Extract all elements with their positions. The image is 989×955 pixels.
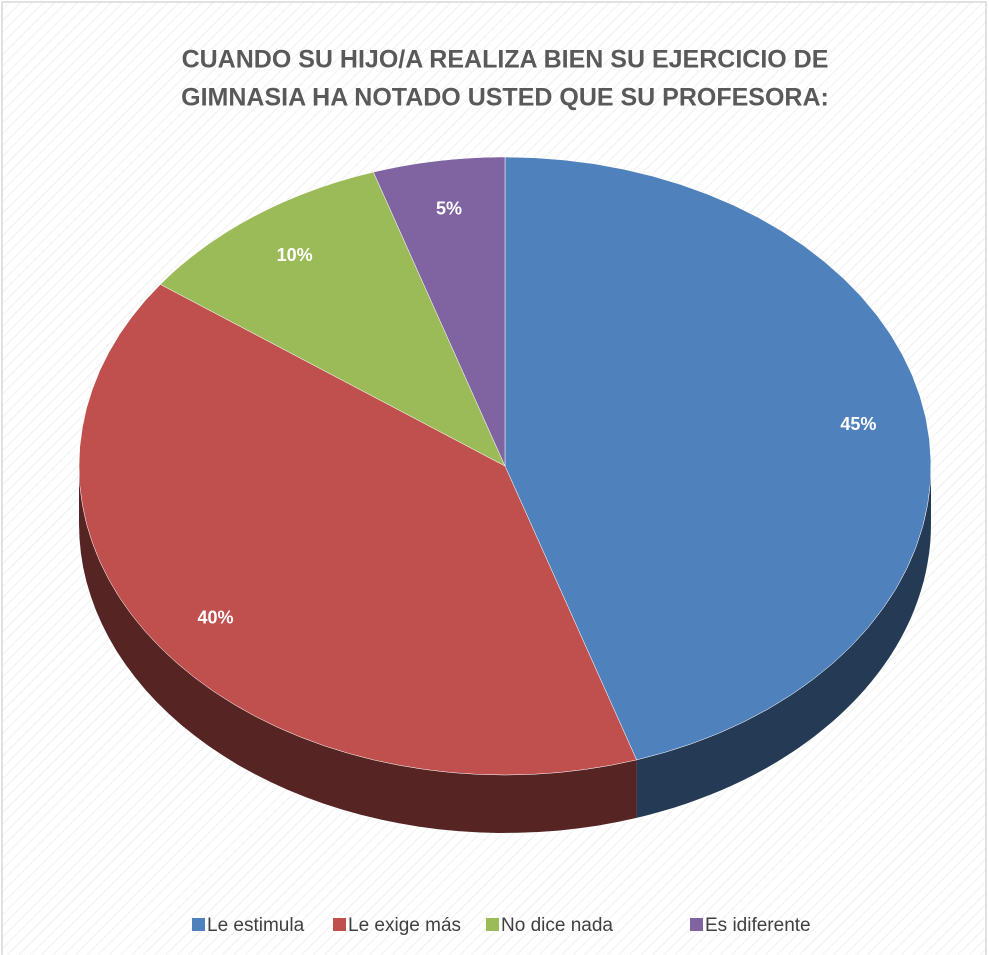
pie-slice (78, 284, 637, 776)
data-label: 5% (436, 198, 462, 218)
data-label: 10% (277, 245, 313, 265)
legend-label: Es idiferente (705, 915, 811, 936)
chart-title: CUANDO SU HIJO/A REALIZA BIEN SU EJERCIC… (182, 46, 829, 74)
pie: 45% 40% 10% 5% (78, 156, 932, 833)
legend: Le estimula Le exige más No dice nada Es id… (192, 915, 811, 936)
data-label: 45% (840, 414, 876, 434)
legend-label: Le exige más (348, 915, 461, 936)
data-label: 40% (197, 607, 233, 627)
legend-swatch (192, 918, 205, 931)
pie-slice (504, 156, 932, 761)
legend-swatch (486, 918, 499, 931)
pie-side (636, 466, 931, 818)
pie-side (79, 466, 637, 833)
chart-title: GIMNASIA HA NOTADO USTED QUE SU PROFESOR… (181, 84, 829, 112)
legend-label: No dice nada (501, 915, 613, 936)
legend-swatch (690, 918, 703, 931)
pie-slice (159, 171, 506, 467)
legend-swatch (333, 918, 346, 931)
pie-slice (373, 156, 506, 467)
legend-label: Le estimula (207, 915, 305, 936)
